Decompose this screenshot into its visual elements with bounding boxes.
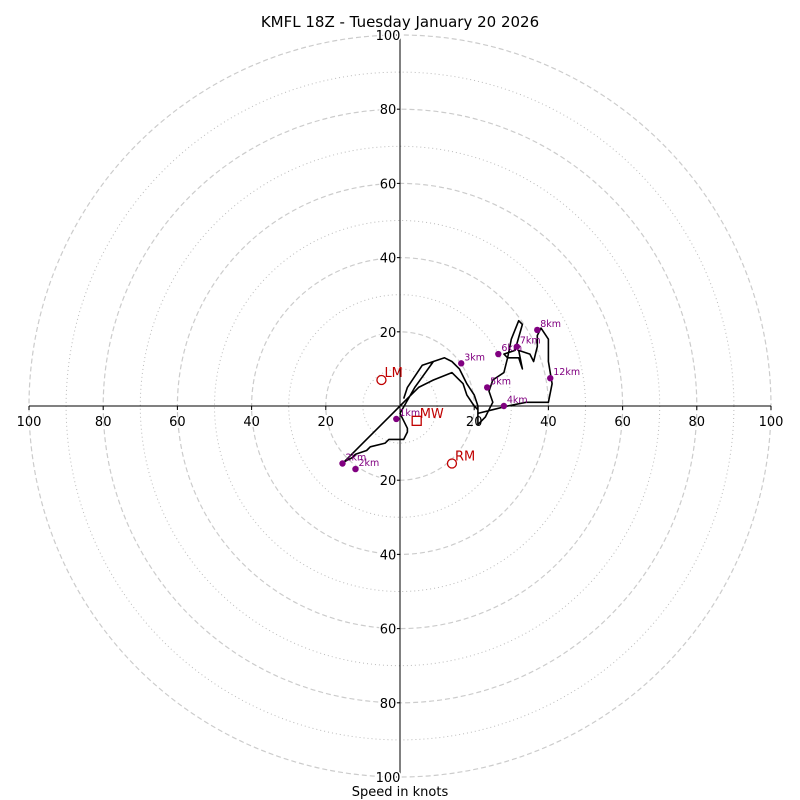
hodograph-trace-group	[343, 319, 553, 463]
height-marker-7km	[513, 343, 521, 350]
height-marker-8km	[534, 326, 541, 334]
y-tick-label-bottom: 100	[376, 771, 401, 786]
x-tick-label: 40	[243, 415, 260, 430]
height-marker-3km	[458, 360, 465, 367]
height-marker-5km	[483, 384, 491, 391]
x-tick-label: 20	[318, 415, 335, 430]
height-marker-4km	[500, 402, 508, 410]
storm-motion-markers: LM MW RM	[376, 366, 475, 469]
y-tick-label-bottom: 60	[380, 623, 397, 638]
height-marker-label: 4km	[507, 395, 528, 406]
x-tick-label: 100	[759, 415, 784, 430]
height-marker-6km	[495, 350, 502, 358]
x-tick-label: 60	[169, 415, 186, 430]
motion-marker-label: LM	[384, 366, 402, 381]
y-tick-label-bottom: 40	[380, 548, 397, 563]
x-tick-label: 80	[689, 415, 706, 430]
y-tick-label-top: 100	[376, 29, 401, 44]
height-marker-label: 2km	[345, 453, 366, 464]
axes: 100 80 60 40 20 20 40 60 80 100202040406060808010…	[17, 28, 784, 788]
x-tick-label: 100	[17, 415, 42, 430]
y-tick-label-top: 60	[380, 177, 397, 192]
y-tick-label-top: 20	[380, 326, 397, 341]
height-marker-label: 3km	[464, 352, 485, 363]
y-tick-label-bottom: 20	[380, 474, 397, 489]
height-marker-12km	[547, 374, 554, 382]
y-tick-label-top: 40	[380, 252, 397, 267]
height-marker-1km	[393, 415, 400, 423]
height-marker-2km	[352, 465, 359, 473]
y-tick-label-top: 80	[380, 103, 397, 118]
chart-title: KMFL 18Z - Tuesday January 20 2026	[261, 13, 539, 31]
motion-marker-rm	[446, 458, 458, 469]
height-marker-label: 6km	[501, 343, 522, 354]
height-marker-label: 7km	[520, 336, 541, 347]
motion-marker-label: RM	[455, 450, 475, 465]
x-tick-label: 80	[95, 415, 112, 430]
x-tick-label: 60	[614, 415, 631, 430]
x-axis-label: Speed in knots	[352, 785, 449, 800]
height-marker-label: 12km	[553, 367, 580, 378]
x-tick-label: 40	[540, 415, 557, 430]
height-marker-label: 5km	[490, 376, 511, 387]
motion-marker-label: MW	[420, 407, 444, 422]
hodograph-trace	[343, 319, 553, 463]
height-marker-2km	[339, 460, 346, 467]
height-marker-label: 2km	[358, 458, 379, 469]
height-marker-label: 1km	[399, 408, 420, 419]
motion-marker-lm	[376, 374, 387, 386]
motion-marker-mw	[411, 415, 422, 426]
height-marker-label: 8km	[540, 319, 561, 330]
y-tick-label-bottom: 80	[380, 697, 397, 712]
